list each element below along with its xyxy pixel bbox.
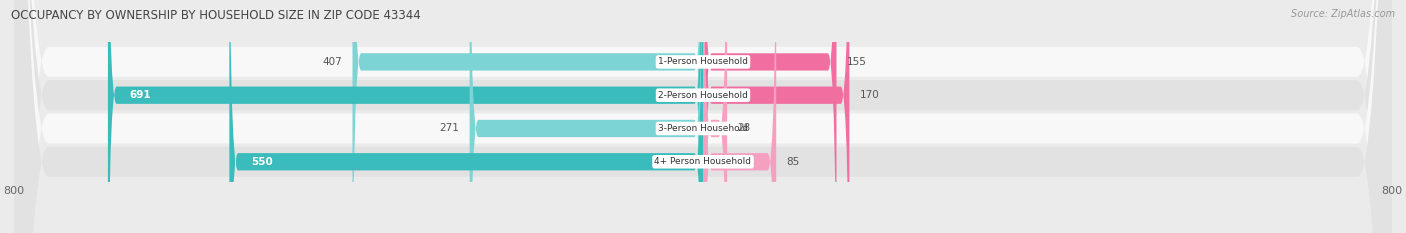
FancyBboxPatch shape bbox=[14, 0, 1392, 233]
Legend: Owner-occupied, Renter-occupied: Owner-occupied, Renter-occupied bbox=[586, 230, 820, 233]
FancyBboxPatch shape bbox=[108, 0, 703, 233]
Text: 28: 28 bbox=[738, 123, 751, 134]
FancyBboxPatch shape bbox=[703, 0, 727, 233]
Text: Source: ZipAtlas.com: Source: ZipAtlas.com bbox=[1291, 9, 1395, 19]
Text: 691: 691 bbox=[129, 90, 150, 100]
FancyBboxPatch shape bbox=[703, 0, 837, 233]
Text: 1-Person Household: 1-Person Household bbox=[658, 57, 748, 66]
Text: 550: 550 bbox=[250, 157, 273, 167]
FancyBboxPatch shape bbox=[470, 0, 703, 233]
FancyBboxPatch shape bbox=[703, 0, 849, 233]
FancyBboxPatch shape bbox=[229, 0, 703, 233]
Text: 155: 155 bbox=[846, 57, 866, 67]
FancyBboxPatch shape bbox=[703, 0, 776, 233]
Text: 407: 407 bbox=[322, 57, 342, 67]
Text: OCCUPANCY BY OWNERSHIP BY HOUSEHOLD SIZE IN ZIP CODE 43344: OCCUPANCY BY OWNERSHIP BY HOUSEHOLD SIZE… bbox=[11, 9, 420, 22]
Text: 3-Person Household: 3-Person Household bbox=[658, 124, 748, 133]
Text: 85: 85 bbox=[786, 157, 800, 167]
FancyBboxPatch shape bbox=[14, 0, 1392, 233]
Text: 271: 271 bbox=[440, 123, 460, 134]
FancyBboxPatch shape bbox=[14, 0, 1392, 233]
Text: 4+ Person Household: 4+ Person Household bbox=[655, 157, 751, 166]
FancyBboxPatch shape bbox=[353, 0, 703, 233]
FancyBboxPatch shape bbox=[14, 0, 1392, 233]
Text: 170: 170 bbox=[859, 90, 880, 100]
Text: 2-Person Household: 2-Person Household bbox=[658, 91, 748, 100]
